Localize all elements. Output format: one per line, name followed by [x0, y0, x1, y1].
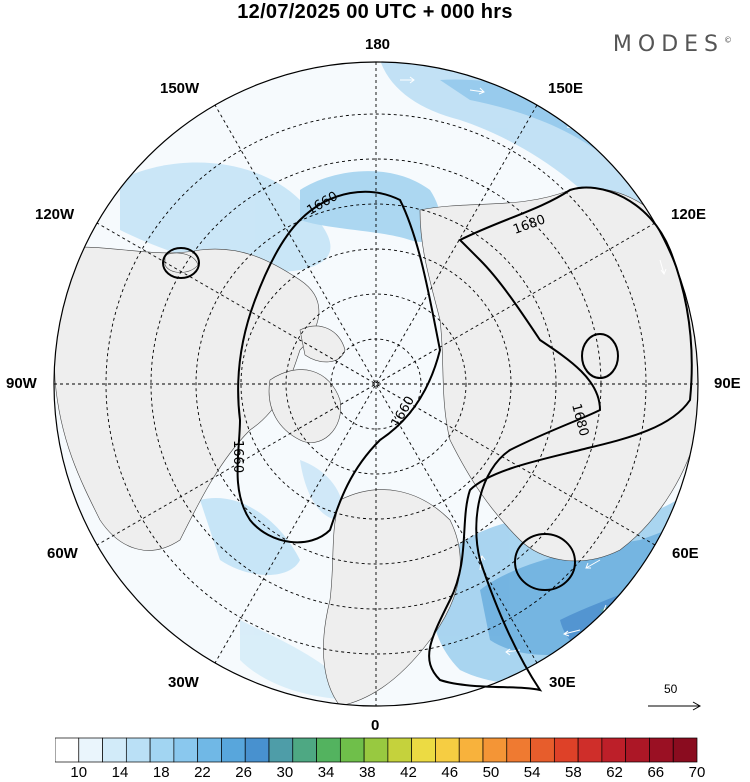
- wind-scale-arrow: [648, 701, 702, 711]
- lon-label-0: 0: [371, 717, 380, 734]
- colorbar-cell: [339, 737, 365, 763]
- colorbar-tick-label: 70: [688, 764, 706, 781]
- colorbar-cell: [244, 737, 270, 763]
- colorbar-tick-label: 38: [358, 764, 376, 781]
- colorbar-tick-label: 26: [235, 764, 252, 781]
- colorbar-tick-label: 18: [152, 764, 170, 781]
- colorbar-cell: [601, 737, 627, 763]
- map-title: 12/07/2025 00 UTC + 000 hrs: [237, 1, 513, 23]
- colorbar-cell: [149, 737, 175, 763]
- lon-label-60e: 60E: [672, 545, 699, 562]
- colorbar-cell: [625, 737, 650, 763]
- colorbar-cell: [268, 737, 294, 763]
- colorbar: [55, 737, 698, 763]
- colorbar-cell: [530, 737, 555, 763]
- modes-logo: MODES©: [613, 32, 732, 57]
- colorbar-cell: [435, 737, 460, 763]
- colorbar-tick-label: 30: [276, 764, 294, 781]
- contour-label-1660-c: 1660: [230, 440, 245, 473]
- lon-label-60w: 60W: [47, 545, 78, 562]
- colorbar-cell: [506, 737, 531, 763]
- colorbar-cell: [411, 737, 436, 763]
- colorbar-cell: [649, 737, 674, 763]
- colorbar-cell: [363, 737, 389, 763]
- colorbar-cell: [387, 737, 413, 763]
- lon-label-150e: 150E: [548, 80, 584, 97]
- colorbar-tick-label: 66: [647, 764, 665, 781]
- colorbar-cell: [482, 737, 508, 763]
- map-boundary: [53, 61, 699, 707]
- colorbar-tick-label: 50: [482, 764, 500, 781]
- colorbar-cell: [173, 737, 199, 763]
- lon-label-120e: 120E: [671, 206, 707, 223]
- colorbar-cell: [55, 737, 80, 763]
- contour-1680-main: [428, 186, 693, 692]
- colorbar-cell: [125, 737, 151, 763]
- colorbar-tick-label: 42: [400, 764, 417, 781]
- colorbar-tick-label: 10: [70, 764, 88, 781]
- copyright-mark: ©: [724, 35, 732, 45]
- colorbar-tick-label: 34: [317, 764, 335, 781]
- colorbar-cell: [316, 737, 341, 763]
- colorbar-cell: [292, 737, 317, 763]
- contour-closed-high-south: [514, 533, 576, 591]
- colorbar-tick-label: 54: [523, 764, 541, 781]
- contour-1660-main: [236, 190, 442, 544]
- lon-label-30e: 30E: [549, 674, 576, 691]
- colorbar-cell: [672, 737, 698, 763]
- colorbar-tick-label: 46: [441, 764, 459, 781]
- contour-closed-west: [162, 247, 200, 279]
- colorbar-cell: [78, 737, 103, 763]
- contour-closed-high-east: [581, 333, 619, 379]
- lon-label-150w: 150W: [160, 80, 200, 97]
- colorbar-cell: [577, 737, 603, 763]
- lon-label-120w: 120W: [35, 206, 75, 223]
- colorbar-cell: [458, 737, 484, 763]
- brand-name: MODES: [612, 32, 724, 57]
- colorbar-tick-label: 58: [565, 764, 582, 781]
- colorbar-tick-label: 14: [111, 764, 129, 781]
- colorbar-tick-label: 62: [606, 764, 623, 781]
- colorbar-cell: [197, 737, 222, 763]
- lon-label-180: 180: [365, 36, 391, 53]
- lon-label-90e: 90E: [714, 375, 741, 392]
- height-contours: [162, 186, 693, 692]
- lon-label-90w: 90W: [6, 375, 37, 392]
- colorbar-cell: [553, 737, 579, 763]
- colorbar-tick-label: 22: [194, 764, 211, 781]
- lon-label-30w: 30W: [168, 674, 199, 691]
- wind-scale-label: 50: [664, 682, 678, 696]
- colorbar-cell: [221, 737, 246, 763]
- colorbar-cell: [102, 737, 127, 763]
